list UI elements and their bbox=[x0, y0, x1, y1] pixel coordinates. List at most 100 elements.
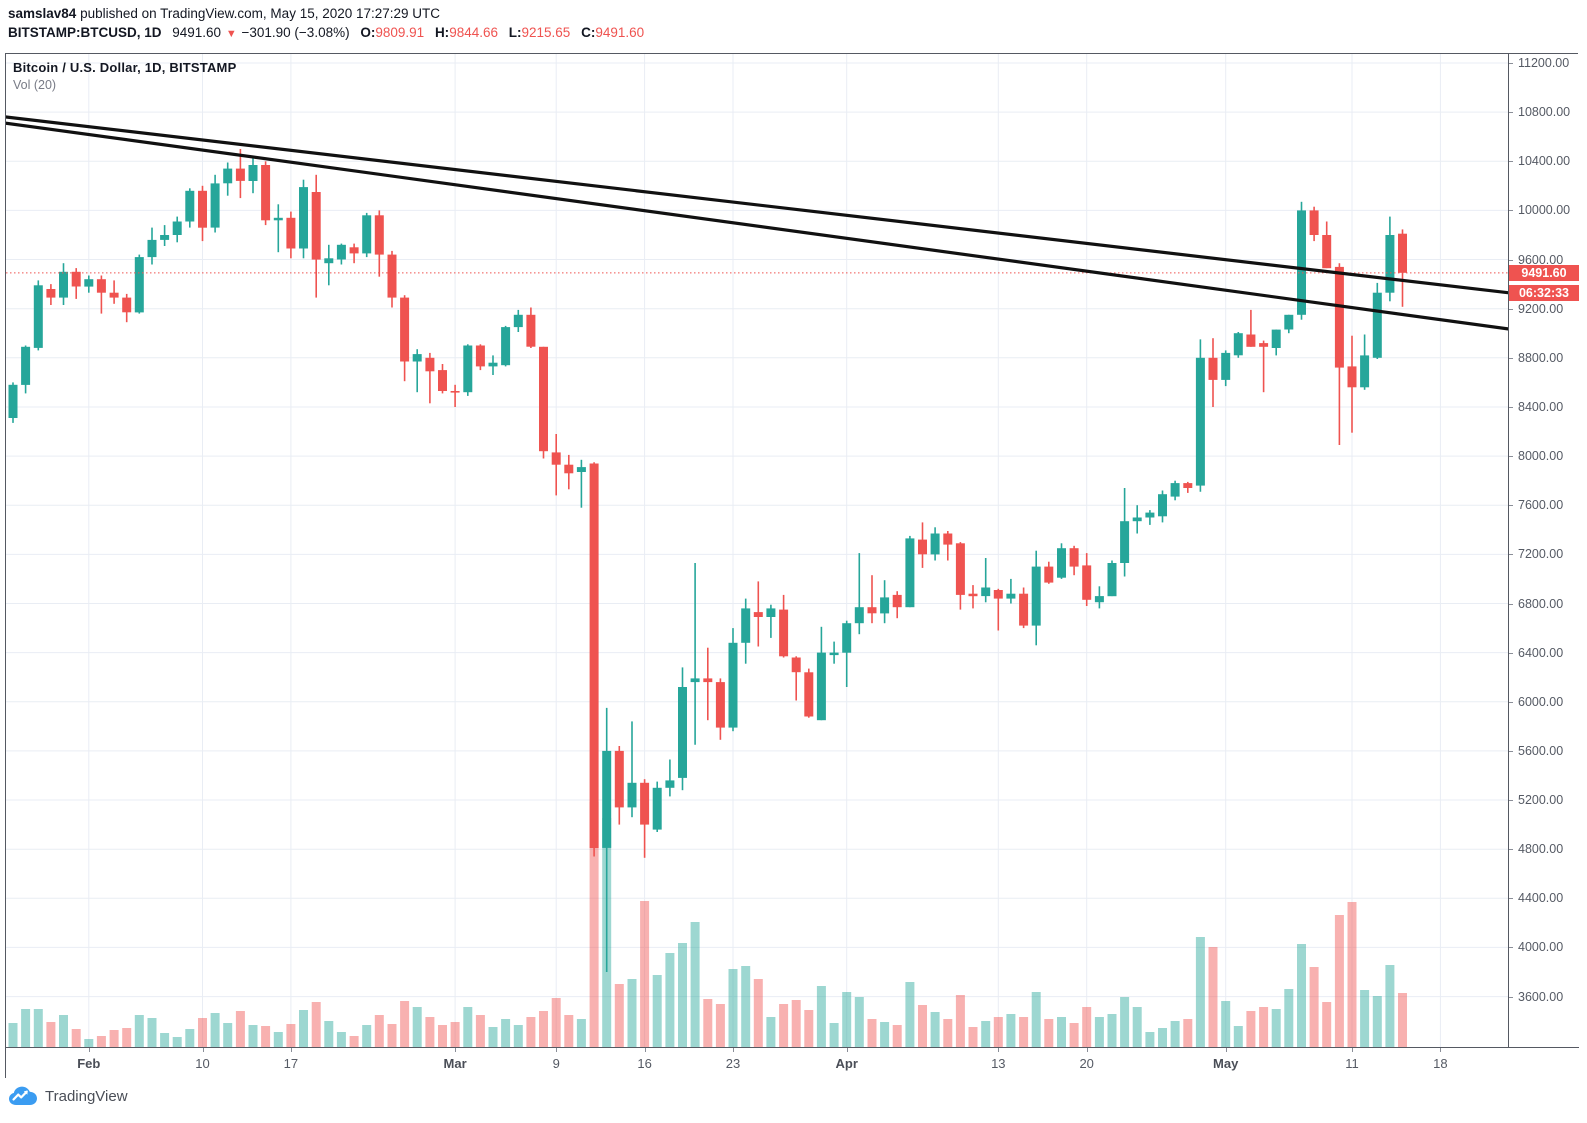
candle-body bbox=[1284, 314, 1294, 330]
time-axis-label: 17 bbox=[283, 1056, 299, 1071]
volume-bar bbox=[779, 1004, 789, 1047]
candle-body bbox=[84, 279, 94, 287]
candle-body bbox=[488, 362, 498, 367]
candle-body bbox=[842, 623, 852, 653]
price-axis-label: 7200.00 bbox=[1518, 547, 1564, 562]
high-label: H: bbox=[434, 25, 450, 40]
tradingview-footer-link[interactable]: TradingView bbox=[8, 1086, 128, 1106]
volume-bar bbox=[513, 1025, 523, 1047]
candle-body bbox=[614, 750, 624, 808]
candle-body bbox=[1057, 548, 1066, 578]
candle-body bbox=[1233, 333, 1243, 356]
legend-symbol-title[interactable]: Bitcoin / U.S. Dollar, 1D, BITSTAMP bbox=[13, 60, 237, 75]
legend-volume-indicator[interactable]: Vol (20) bbox=[13, 78, 57, 92]
price-chart-plot[interactable]: Bitcoin / U.S. Dollar, 1D, BITSTAMP Vol … bbox=[6, 54, 1508, 1047]
time-tick bbox=[846, 1048, 848, 1052]
candle-body bbox=[1107, 563, 1117, 597]
candle-body bbox=[1259, 343, 1269, 347]
candle-body bbox=[1208, 357, 1218, 380]
candle-body bbox=[46, 289, 56, 298]
volume-bar bbox=[501, 1019, 511, 1047]
candle-body bbox=[589, 463, 599, 848]
time-axis-label: Apr bbox=[835, 1056, 858, 1071]
volume-bar bbox=[690, 922, 700, 1047]
time-axis-label: 13 bbox=[991, 1056, 1006, 1071]
price-axis-label: 10000.00 bbox=[1518, 203, 1571, 218]
volume-bar bbox=[198, 1018, 207, 1047]
volume-bar bbox=[273, 1032, 283, 1047]
low-value: 9215.65 bbox=[521, 25, 571, 40]
candle-body bbox=[1132, 517, 1142, 522]
tradingview-cloud-logo-icon bbox=[9, 1086, 37, 1105]
volume-bar bbox=[753, 979, 763, 1047]
candle-body bbox=[286, 217, 296, 249]
volume-bar bbox=[172, 1037, 182, 1047]
volume-bar bbox=[1082, 1007, 1092, 1047]
publish-info: published on TradingView.com, May 15, 20… bbox=[76, 6, 441, 21]
price-tick bbox=[1509, 161, 1513, 163]
chart-widget: Bitcoin / U.S. Dollar, 1D, BITSTAMP Vol … bbox=[5, 53, 1579, 1078]
price-scale[interactable]: 11200.00 10800.00 10400.00 10000.00 9600.00 9… bbox=[1508, 54, 1579, 1047]
volume-bar bbox=[374, 1015, 384, 1047]
price-tick bbox=[1509, 996, 1513, 998]
candle-body bbox=[147, 239, 157, 258]
candle-body bbox=[1246, 334, 1256, 347]
volume-bar bbox=[652, 975, 662, 1047]
price-tick bbox=[1509, 456, 1513, 458]
candle-body bbox=[374, 215, 384, 255]
time-tick bbox=[1086, 1048, 1088, 1052]
candle-body bbox=[539, 346, 548, 452]
volume-bar bbox=[311, 1002, 321, 1047]
candlestick-volume-canvas[interactable] bbox=[6, 54, 1508, 1047]
volume-bar bbox=[336, 1032, 346, 1047]
last-price-badge: 9491.60 bbox=[1509, 264, 1579, 281]
candle-body bbox=[564, 464, 574, 474]
candle-body bbox=[425, 357, 435, 372]
price-axis-label: 10400.00 bbox=[1518, 154, 1571, 169]
candle-body bbox=[198, 190, 207, 228]
chart-legend: Bitcoin / U.S. Dollar, 1D, BITSTAMP Vol … bbox=[13, 60, 236, 92]
volume-bar bbox=[867, 1019, 877, 1047]
candle-body bbox=[223, 168, 233, 184]
time-scale[interactable]: Feb 10 17 Mar 9 16 23 Apr 13 20 May 11 18 bbox=[6, 1047, 1579, 1078]
time-axis-label: 10 bbox=[195, 1056, 210, 1071]
candle-body bbox=[1360, 355, 1370, 388]
volume-bar bbox=[551, 998, 561, 1047]
volume-bars-layer bbox=[8, 802, 1407, 1047]
volume-bar bbox=[930, 1012, 940, 1047]
volume-bar bbox=[1284, 989, 1294, 1047]
price-axis-label: 6400.00 bbox=[1518, 645, 1564, 660]
time-axis-label: 20 bbox=[1079, 1056, 1094, 1071]
volume-bar bbox=[1360, 990, 1370, 1047]
trendlines-layer[interactable] bbox=[6, 115, 1508, 331]
price-axis-label: 9200.00 bbox=[1518, 301, 1564, 316]
candle-body bbox=[1019, 593, 1029, 626]
symbol-header: BITSTAMP:BTCUSD, 1D 9491.60 ▼ −301.90 (−… bbox=[8, 24, 644, 43]
candle-body bbox=[463, 345, 473, 393]
candle-body bbox=[715, 682, 725, 728]
candle-body bbox=[753, 612, 763, 617]
candle-body bbox=[576, 467, 586, 472]
candle-body bbox=[804, 672, 814, 717]
candle-body bbox=[1120, 521, 1130, 563]
volume-bar bbox=[1322, 1002, 1332, 1047]
volume-bar bbox=[1019, 1017, 1029, 1047]
time-tick bbox=[455, 1048, 457, 1052]
candle-body bbox=[8, 384, 18, 418]
time-tick bbox=[290, 1048, 292, 1052]
volume-bar bbox=[715, 1004, 725, 1047]
price-tick bbox=[1509, 603, 1513, 605]
volume-bar bbox=[1031, 992, 1041, 1047]
volume-bar bbox=[854, 997, 864, 1047]
volume-bar bbox=[21, 1009, 31, 1047]
candle-body bbox=[412, 354, 422, 362]
volume-bar bbox=[576, 1019, 586, 1047]
volume-bar bbox=[71, 1029, 81, 1047]
time-tick bbox=[556, 1048, 558, 1052]
volume-bar bbox=[829, 1023, 839, 1047]
candle-body bbox=[779, 609, 789, 657]
candle-body bbox=[387, 254, 397, 298]
volume-bar bbox=[261, 1026, 271, 1047]
price-tick bbox=[1509, 63, 1513, 64]
price-change: −301.90 (−3.08%) bbox=[241, 25, 350, 40]
